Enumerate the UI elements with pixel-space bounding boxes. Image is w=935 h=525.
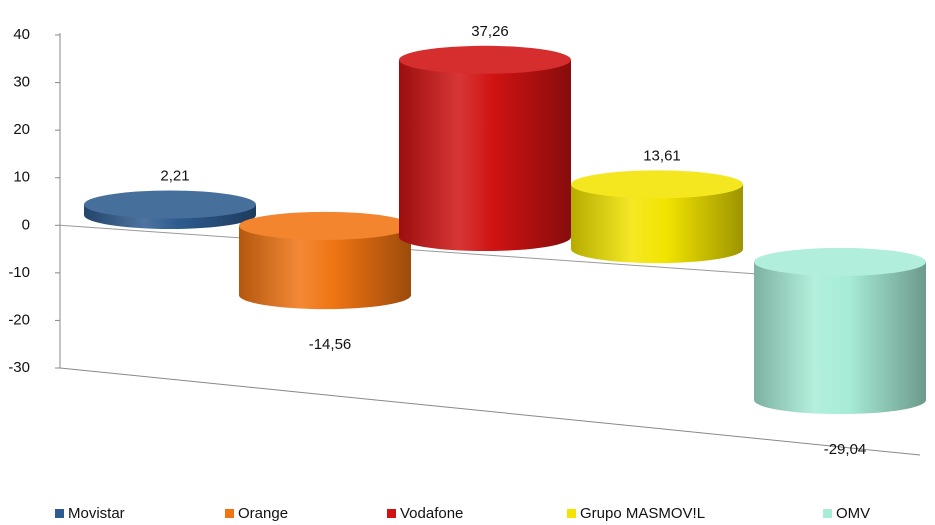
y-tick-label: 10 (13, 169, 30, 186)
y-tick-label: -30 (8, 359, 30, 376)
legend-swatch (55, 509, 64, 518)
legend-label: OMV (836, 505, 870, 522)
bar (399, 59, 571, 238)
cylinder-top (239, 211, 411, 240)
y-tick-label: 30 (13, 74, 30, 91)
cylinder-top (754, 247, 926, 276)
bar (754, 261, 926, 401)
legend-swatch (567, 509, 576, 518)
legend-label: Movistar (68, 505, 125, 522)
legend-swatch (387, 509, 396, 518)
y-tick-label: -10 (8, 264, 30, 281)
legend-label: Grupo MASMOV!L (580, 505, 705, 522)
value-label: 37,26 (471, 23, 509, 40)
y-tick-label: -20 (8, 311, 30, 328)
legend-label: Vodafone (400, 505, 463, 522)
value-label: 13,61 (643, 147, 681, 164)
legend-swatch (225, 509, 234, 518)
cylinder-top (571, 170, 743, 199)
cylinder-top (399, 45, 571, 74)
legend-label: Orange (238, 505, 288, 522)
value-label: 2,21 (160, 167, 189, 184)
value-label: -14,56 (309, 336, 352, 353)
legend-swatch (823, 509, 832, 518)
floor-line (59, 367, 921, 456)
cylinder-top (84, 190, 256, 219)
y-tick-label: 0 (22, 216, 30, 233)
y-tick-label: 40 (13, 26, 30, 43)
value-label: -29,04 (824, 441, 867, 458)
y-tick-label: 20 (13, 121, 30, 138)
